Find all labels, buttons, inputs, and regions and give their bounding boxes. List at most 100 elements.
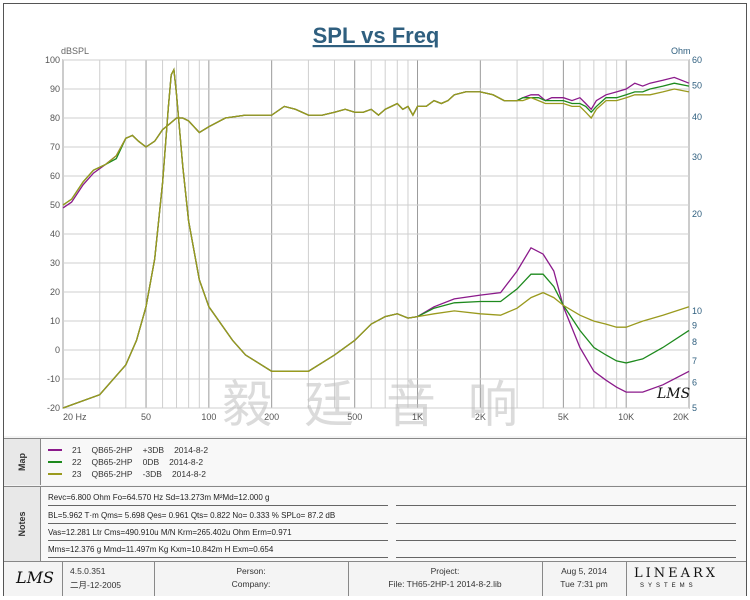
x-tick-label: 1K — [412, 412, 423, 422]
note-rule — [48, 505, 388, 506]
x-tick-label: 500 — [347, 412, 362, 422]
version: 4.5.0.351 — [70, 566, 106, 576]
note-rule — [396, 540, 736, 541]
y-right-tick-label: 60 — [692, 55, 702, 65]
person-label: Person: — [236, 566, 266, 576]
x-tick-label: 20K — [673, 412, 689, 422]
file-name: File: TH65-2HP-1 2014-8-2.lib — [388, 579, 502, 589]
spl-chart: SPL vs Freq dBSPL Ohm 毅 廷 音 响 1009080706… — [45, 23, 702, 434]
y-left-tick-label: 80 — [50, 113, 60, 123]
axis-labels: 1009080706050403020100-10-20605040302010… — [45, 55, 702, 422]
y-right-tick-label: 9 — [692, 321, 697, 331]
footer-version-cell: 4.5.0.351 二月-12-2005 — [62, 562, 155, 596]
footer: LMS 4.5.0.351 二月-12-2005 Person: Company… — [4, 561, 746, 596]
project-label: Project: — [430, 566, 460, 576]
brand-logo: LINEARX — [634, 566, 719, 581]
legend-date: 2014-8-2 — [171, 469, 206, 479]
y-left-tick-label: 20 — [50, 287, 60, 297]
y-left-tick-label: 90 — [50, 84, 60, 94]
note-rule — [48, 523, 388, 524]
legend-id: 21 — [72, 445, 82, 455]
y-right-tick-label: 7 — [692, 356, 697, 366]
note-rule — [48, 557, 388, 558]
y-right-tick-label: 10 — [692, 306, 702, 316]
note-rule — [396, 505, 736, 506]
app-logo: LMS — [16, 568, 54, 587]
legend-swatch — [48, 473, 62, 475]
y-right-tick-label: 40 — [692, 112, 702, 122]
x-tick-label: 50 — [141, 412, 151, 422]
footer-brand-cell: LINEARX SYSTEMS — [626, 562, 746, 596]
note-line-3: Vas=12.281 Ltr Cms=490.910u M/N Krm=265.… — [48, 528, 292, 537]
corner-logo: LMS — [656, 386, 690, 402]
note-rule — [48, 540, 388, 541]
y-right-tick-label: 8 — [692, 337, 697, 347]
y-left-tick-label: 60 — [50, 171, 60, 181]
notes-tab[interactable]: Notes — [4, 487, 41, 561]
spl-curve-3 — [62, 88, 690, 206]
brand-sub: SYSTEMS — [640, 583, 697, 589]
y-right-tick-label: 6 — [692, 377, 697, 387]
legend-entry[interactable]: 22 QB65-2HP 0DB 2014-8-2 — [48, 457, 213, 467]
y-left-tick-label: 0 — [55, 345, 60, 355]
lms-window: SPL vs Freq dBSPL Ohm 毅 廷 音 响 100 90 80 70 6… — [3, 3, 747, 596]
watermark: 毅 廷 音 响 — [222, 376, 526, 434]
y-left-tick-label: -20 — [47, 403, 60, 413]
notes-panel: Notes Revc=6.800 Ohm Fo=64.570 Hz Sd=13.… — [4, 486, 746, 561]
legend-entry[interactable]: 21 QB65-2HP +3DB 2014-8-2 — [48, 445, 218, 455]
y-right-tick-label: 50 — [692, 81, 702, 91]
legend-entry[interactable]: 23 QB65-2HP -3DB 2014-8-2 — [48, 469, 216, 479]
date: Aug 5, 2014 — [561, 566, 607, 576]
y-left-tick-label: -10 — [47, 374, 60, 384]
chart-title: SPL vs Freq — [313, 23, 440, 48]
version-date: 二月-12-2005 — [70, 580, 122, 590]
y-axis-right-label: Ohm — [671, 46, 691, 56]
legend-variant: 0DB — [142, 457, 160, 467]
footer-project-cell: Project: File: TH65-2HP-1 2014-8-2.lib — [348, 562, 543, 596]
y-left-tick-label: 50 — [50, 200, 60, 210]
y-right-tick-label: 5 — [692, 403, 697, 413]
notes-tab-label: Notes — [17, 511, 27, 537]
note-rule — [396, 523, 736, 524]
y-left-tick-label: 10 — [50, 316, 60, 326]
y-right-tick-label: 30 — [692, 152, 702, 162]
legend-variant: +3DB — [142, 445, 165, 455]
y-left-tick-label: 30 — [50, 258, 60, 268]
footer-date-cell: Aug 5, 2014 Tue 7:31 pm — [542, 562, 627, 596]
footer-person-cell: Person: Company: — [154, 562, 349, 596]
company-label: Company: — [231, 579, 271, 589]
legend-name: QB65-2HP — [91, 469, 133, 479]
legend-swatch — [48, 449, 62, 451]
note-line-1: Revc=6.800 Ohm Fo=64.570 Hz Sd=13.273m M… — [48, 493, 270, 502]
chart-area: SPL vs Freq dBSPL Ohm 毅 廷 音 响 100 90 80 70 6… — [4, 4, 746, 436]
note-line-2: BL=5.962 T·m Qms= 5.698 Qes= 0.961 Qts= … — [48, 511, 336, 520]
time: Tue 7:31 pm — [560, 579, 608, 589]
x-tick-label: 200 — [264, 412, 279, 422]
x-tick-label: 20 Hz — [63, 412, 87, 422]
legend-name: QB65-2HP — [91, 445, 133, 455]
legend-swatch — [48, 461, 62, 463]
grid — [62, 59, 690, 409]
x-tick-label: 10K — [618, 412, 634, 422]
legend-variant: -3DB — [142, 469, 162, 479]
map-tab-label: Map — [17, 453, 27, 471]
series-layer — [62, 67, 690, 409]
x-tick-label: 5K — [558, 412, 569, 422]
legend-id: 23 — [72, 469, 82, 479]
y-left-tick-label: 100 — [45, 55, 60, 65]
x-tick-label: 100 — [201, 412, 216, 422]
legend-date: 2014-8-2 — [174, 445, 209, 455]
y-left-tick-label: 70 — [50, 142, 60, 152]
y-axis-left-label: dBSPL — [61, 46, 89, 56]
map-tab[interactable]: Map — [4, 439, 41, 485]
note-rule — [396, 557, 736, 558]
y-left-tick-label: 40 — [50, 229, 60, 239]
impedance-curve-3 — [62, 67, 690, 409]
map-panel: Map 21 QB65-2HP +3DB 2014-8-2 22 QB65-2HP 0DB 2… — [4, 438, 746, 485]
legend-name: QB65-2HP — [91, 457, 133, 467]
note-line-4: Mms=12.376 g Mmd=11.497m Kg Kxm=10.842m … — [48, 545, 274, 554]
x-tick-label: 2K — [475, 412, 486, 422]
y-right-tick-label: 20 — [692, 209, 702, 219]
footer-logo-cell: LMS — [4, 562, 63, 596]
legend-id: 22 — [72, 457, 82, 467]
